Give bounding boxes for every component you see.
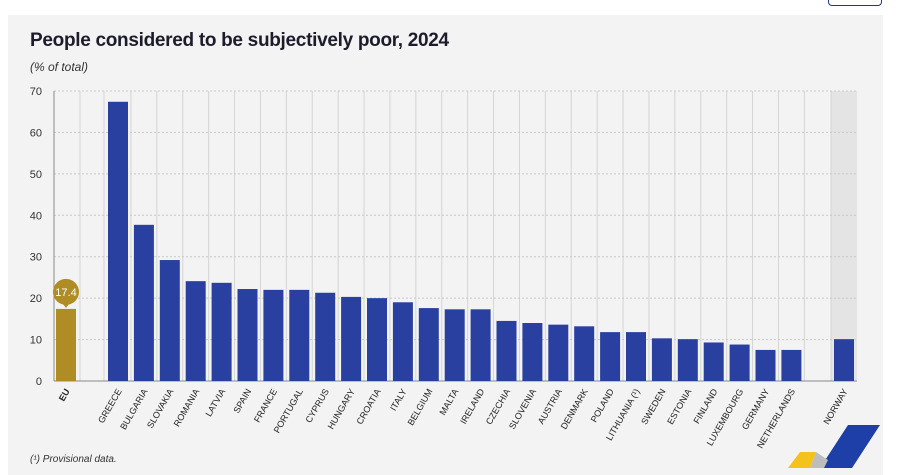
chart-title: People considered to be subjectively poo… — [30, 30, 449, 51]
x-tick-label: ROMANIA — [172, 387, 202, 428]
bar-denmark — [574, 326, 595, 381]
bar-malta — [444, 309, 465, 381]
x-tick-label: DENMARK — [559, 387, 590, 431]
x-tick-label: CYPRUS — [304, 387, 331, 424]
non-eu-band — [831, 91, 857, 381]
bar-austria — [548, 324, 569, 381]
bar-romania — [185, 281, 206, 381]
bar-portugal — [289, 289, 310, 381]
y-tick-label: 0 — [36, 376, 42, 388]
bar-czechia — [496, 320, 517, 381]
bar-estonia — [677, 339, 698, 381]
y-tick-label: 10 — [30, 335, 42, 347]
y-tick-label: 70 — [30, 86, 42, 98]
bar-eu — [56, 308, 76, 381]
x-tick-label: BELGIUM — [406, 387, 435, 427]
bar-cyprus — [315, 292, 336, 381]
bar-slovakia — [159, 260, 180, 381]
x-tick-label: CZECHIA — [484, 387, 512, 426]
x-tick-label: EU — [57, 387, 72, 403]
top-button[interactable] — [828, 0, 882, 6]
x-tick-label: POLAND — [589, 387, 616, 424]
bar-spain — [237, 289, 258, 381]
y-tick-label: 30 — [30, 252, 42, 264]
x-tick-label: GREECE — [96, 387, 124, 425]
footnote-provisional: (¹) Provisional data. — [30, 454, 117, 465]
eu-value-pointer — [62, 302, 70, 308]
bar-germany — [755, 349, 776, 381]
bar-lithuania — [626, 332, 646, 381]
y-tick-label: 50 — [30, 169, 42, 181]
bar-sweden — [651, 338, 672, 381]
eu-value-bubble — [53, 278, 79, 305]
bar-poland — [600, 332, 621, 381]
bar-croatia — [367, 298, 387, 381]
bar-netherlands — [781, 349, 802, 381]
x-tick-label: SPAIN — [231, 387, 253, 415]
bar-finland — [703, 342, 724, 381]
x-tick-label: ITALY — [388, 387, 409, 413]
x-tick-label: FINLAND — [692, 387, 720, 426]
bar-belgium — [418, 308, 439, 381]
bar-norway — [834, 339, 854, 381]
x-tick-label: SWEDEN — [639, 387, 667, 426]
y-tick-label: 60 — [30, 127, 42, 139]
bar-hungary — [341, 296, 362, 381]
eurostat-logo-icon — [788, 425, 880, 468]
y-tick-label: 20 — [30, 293, 42, 305]
x-tick-label: CROATIA — [354, 387, 382, 426]
x-tick-label: ESTONIA — [665, 387, 693, 426]
x-tick-label: SLOVENIA — [507, 387, 538, 431]
bar-greece — [108, 101, 128, 382]
bar-luxembourg — [729, 344, 750, 381]
x-tick-label: LATVIA — [203, 387, 227, 418]
x-tick-label: AUSTRIA — [536, 387, 564, 426]
bar-bulgaria — [133, 224, 154, 381]
chart-subtitle: (% of total) — [30, 60, 89, 74]
x-tick-label: IRELAND — [458, 387, 486, 426]
x-tick-label: MALTA — [437, 387, 460, 417]
x-tick-label: HUNGARY — [326, 387, 357, 431]
bar-france — [263, 289, 284, 381]
eu-value-label: 17.4 — [55, 287, 76, 299]
bar-italy — [392, 302, 413, 381]
bar-ireland — [470, 309, 491, 381]
y-tick-label: 40 — [30, 210, 42, 222]
bar-slovenia — [522, 323, 543, 381]
bar-latvia — [211, 282, 232, 381]
x-tick-label: FRANCE — [252, 387, 279, 424]
